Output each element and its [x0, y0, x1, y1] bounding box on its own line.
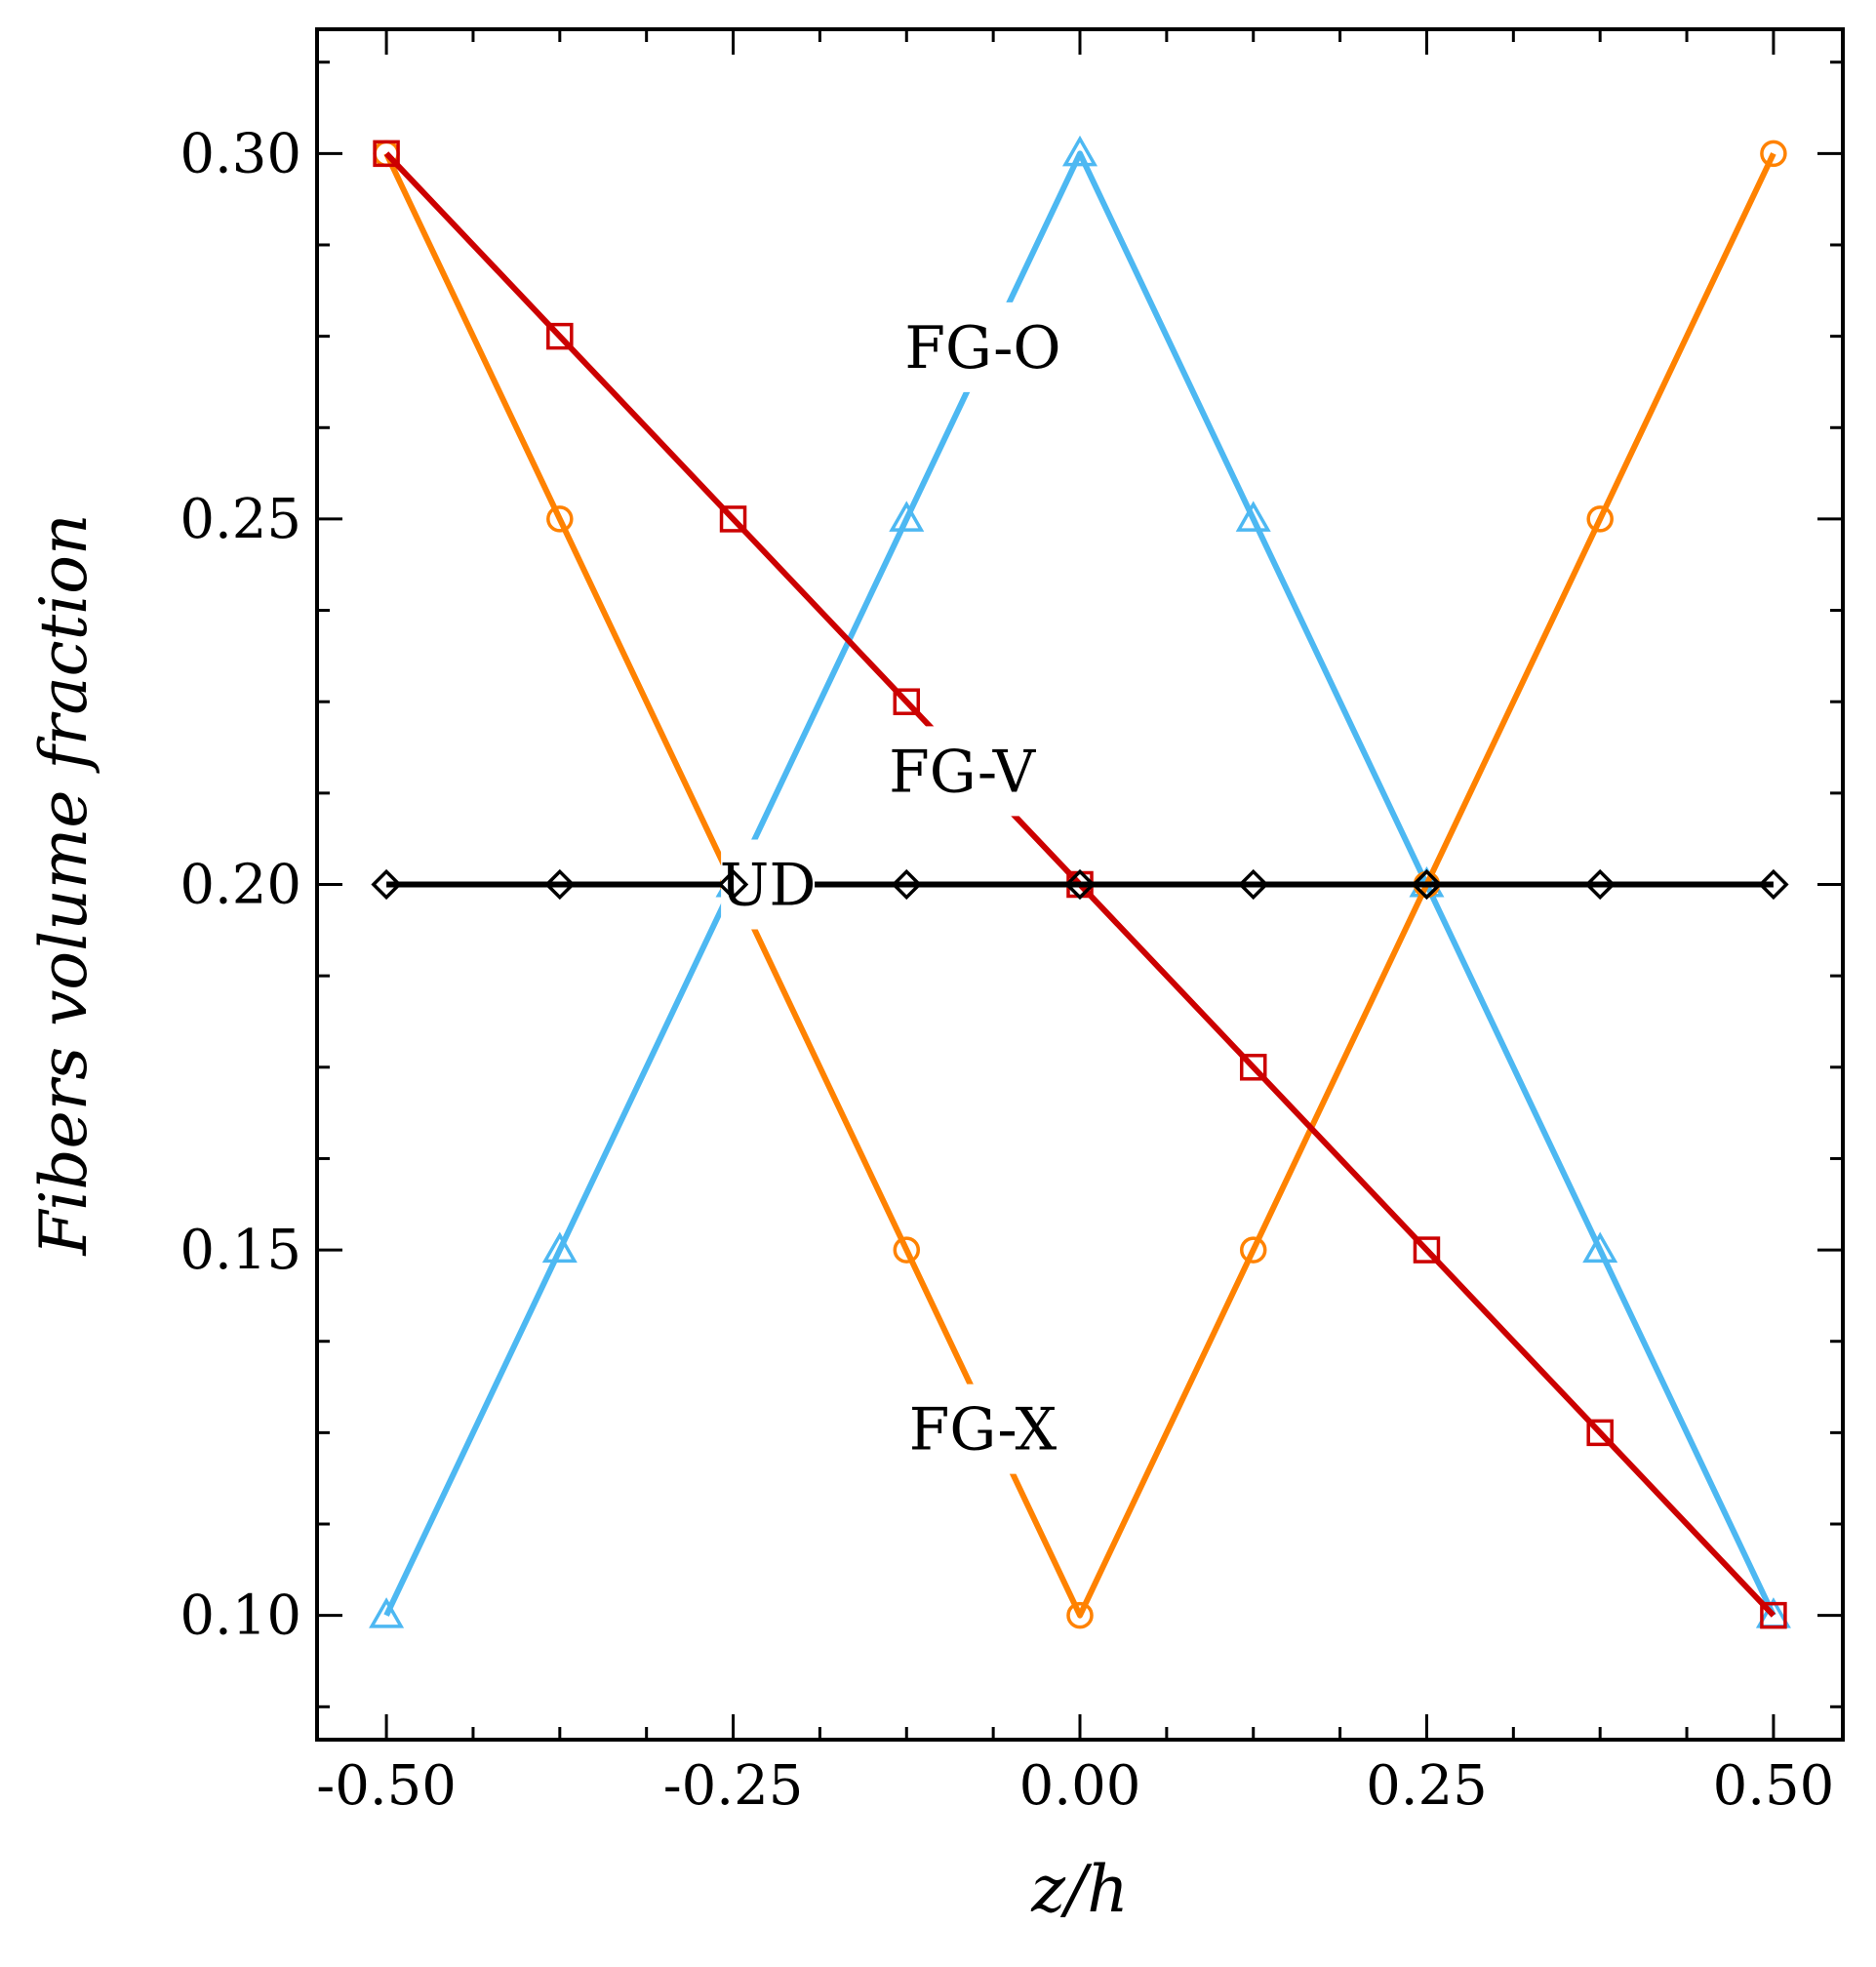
series-label: FG-X [909, 1396, 1058, 1465]
data-point [1760, 1601, 1787, 1629]
y-tick-label: 0.10 [180, 1585, 301, 1648]
label-background [880, 726, 1045, 817]
label-background [900, 1384, 1065, 1474]
data-point [1584, 868, 1616, 901]
data-point [1586, 505, 1614, 533]
data-point [544, 868, 576, 901]
series-label: FG-O [904, 314, 1060, 382]
data-point [893, 1236, 921, 1264]
x-tick-label: 0.00 [1019, 1754, 1141, 1818]
data-point [1239, 1236, 1267, 1264]
y-tick-label: 0.20 [180, 854, 301, 917]
data-point [373, 140, 400, 168]
data-point [1760, 140, 1787, 168]
x-axis-title: z/h [1030, 1852, 1129, 1927]
series-line [383, 152, 1776, 1619]
data-point [371, 868, 402, 901]
series-label: UD [720, 852, 817, 920]
label-background [900, 301, 1065, 392]
x-tick-label: -0.25 [663, 1754, 804, 1818]
y-axis-title: Fibers volume fraction [26, 513, 101, 1256]
data-point [369, 1597, 405, 1628]
data-point [1239, 1054, 1267, 1081]
y-tick-label: 0.25 [180, 488, 301, 551]
series-line [383, 150, 1776, 1617]
data-point [1586, 1419, 1614, 1447]
x-tick-label: -0.50 [316, 1754, 457, 1818]
label-background [721, 839, 816, 930]
data-point [1413, 1236, 1441, 1264]
data-point [717, 868, 749, 901]
data-point [1061, 135, 1098, 167]
series-label: FG-V [889, 738, 1037, 806]
data-point [893, 688, 921, 715]
data-point [1066, 1601, 1094, 1629]
series-ud: UD [371, 839, 1789, 930]
data-point [1235, 501, 1271, 532]
data-point [719, 505, 747, 533]
plot-area: FG-O FG-X FG-V UD [315, 27, 1845, 1742]
data-point [891, 868, 922, 901]
data-point [546, 322, 574, 350]
axis-labels: -0.50 -0.25 0.00 0.25 0.50 0.10 0.15 0.20 0.25 0.… [180, 122, 1834, 1818]
data-point [541, 1231, 578, 1264]
data-point [1411, 868, 1443, 901]
data-point [889, 501, 925, 532]
axis-ticks [317, 29, 1843, 1740]
x-tick-label: 0.50 [1713, 1754, 1835, 1818]
x-tick-label: 0.25 [1366, 1754, 1488, 1818]
data-point [1582, 1231, 1618, 1264]
data-point [1758, 868, 1789, 901]
data-point [546, 505, 574, 533]
y-tick-label: 0.30 [180, 122, 301, 185]
data-point [1238, 868, 1269, 901]
data-point [1064, 868, 1096, 901]
y-tick-label: 0.15 [180, 1219, 301, 1282]
